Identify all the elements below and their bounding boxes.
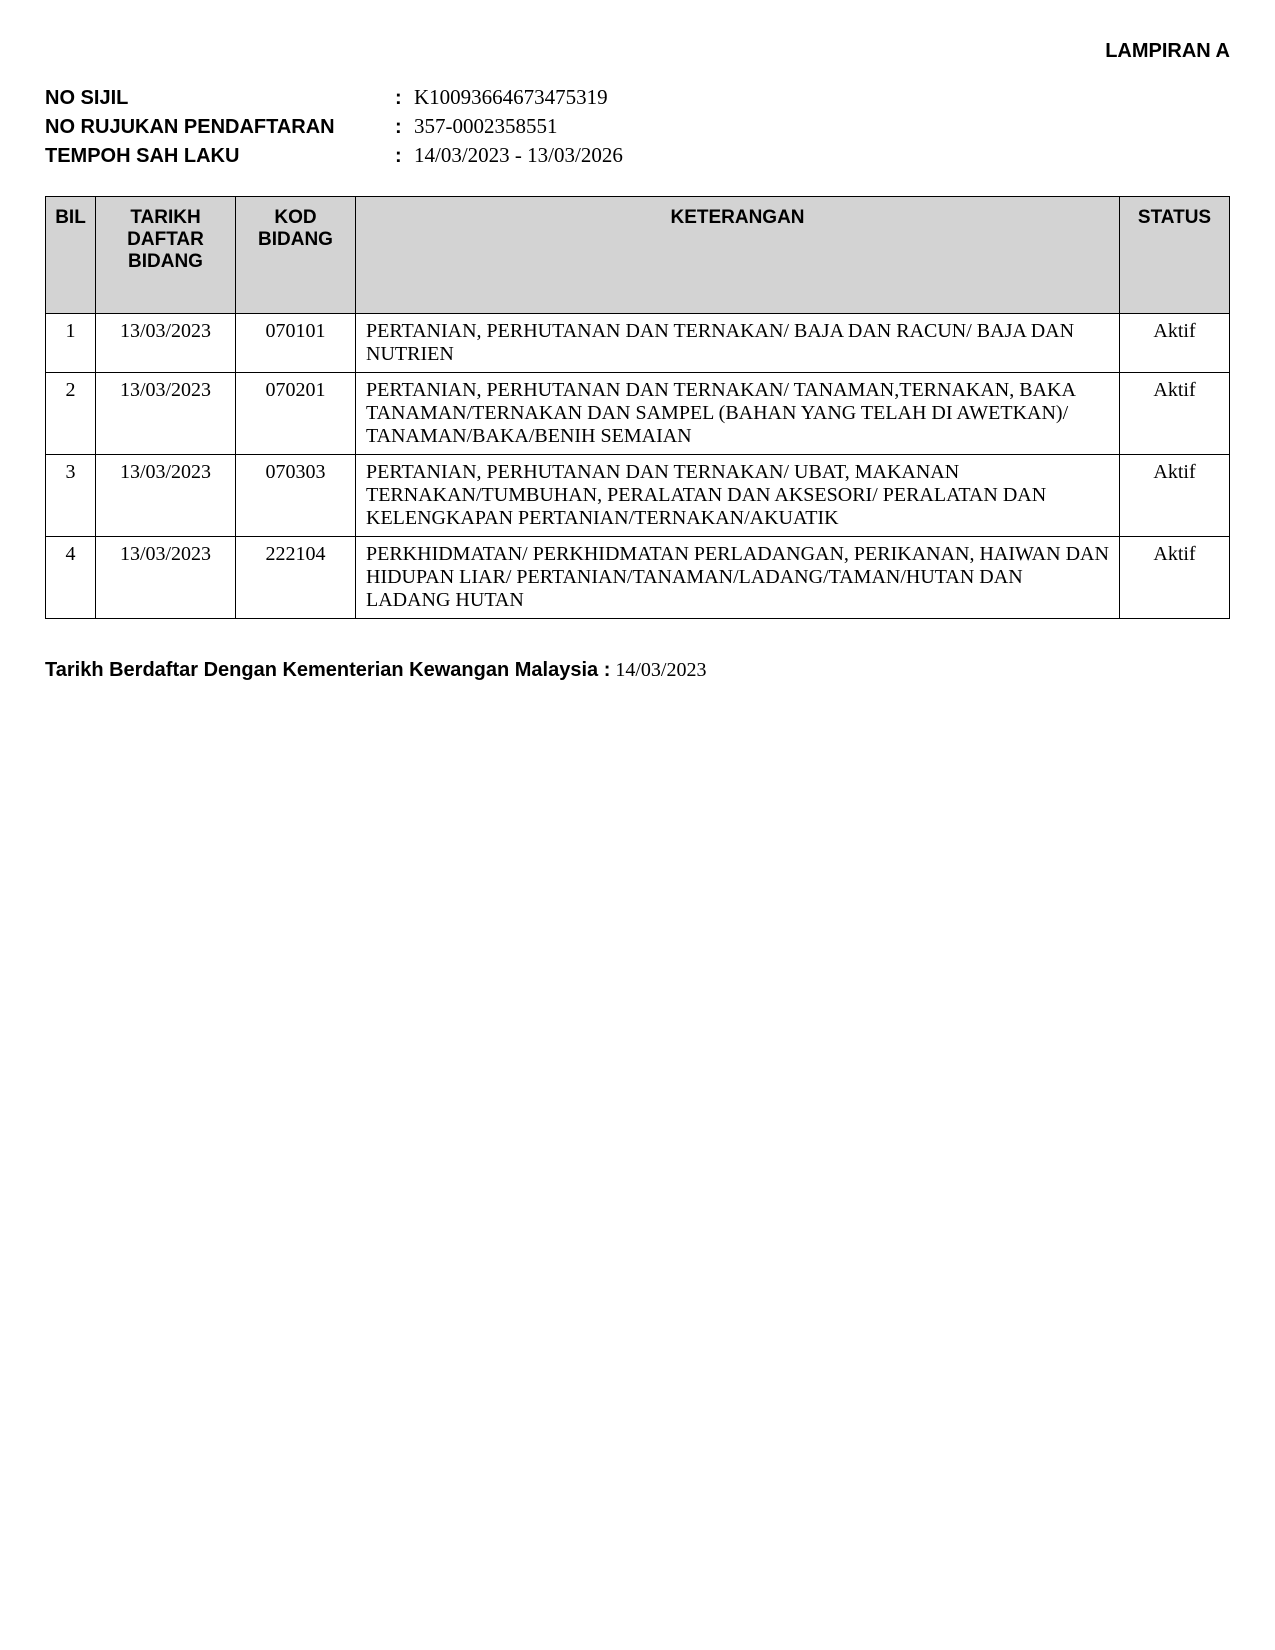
footer-value: 14/03/2023 (615, 659, 706, 681)
no-rujukan-label: NO RUJUKAN PENDAFTARAN (45, 116, 395, 139)
footer-label: Tarikh Berdaftar Dengan Kementerian Kewa… (45, 659, 610, 681)
cell-tarikh: 13/03/2023 (96, 537, 236, 619)
info-block: NO SIJIL : K10093664673475319 NO RUJUKAN… (45, 85, 1230, 168)
cell-keterangan: PERTANIAN, PERHUTANAN DAN TERNAKAN/ UBAT… (356, 455, 1120, 537)
th-keterangan: KETERANGAN (356, 197, 1120, 314)
th-kod: KOD BIDANG (236, 197, 356, 314)
no-sijil-value: K10093664673475319 (410, 85, 608, 110)
table-row: 1 13/03/2023 070101 PERTANIAN, PERHUTANA… (46, 314, 1230, 373)
cell-keterangan: PERKHIDMATAN/ PERKHIDMATAN PERLADANGAN, … (356, 537, 1120, 619)
tempoh-value: 14/03/2023 - 13/03/2026 (410, 143, 623, 168)
footer-line: Tarikh Berdaftar Dengan Kementerian Kewa… (45, 659, 1230, 682)
cell-bil: 4 (46, 537, 96, 619)
cell-kod: 222104 (236, 537, 356, 619)
colon: : (395, 87, 410, 110)
info-row-no-rujukan: NO RUJUKAN PENDAFTARAN : 357-0002358551 (45, 114, 1230, 139)
cell-status: Aktif (1120, 455, 1230, 537)
cell-status: Aktif (1120, 314, 1230, 373)
colon: : (395, 145, 410, 168)
th-tarikh: TARIKH DAFTAR BIDANG (96, 197, 236, 314)
cell-tarikh: 13/03/2023 (96, 314, 236, 373)
cell-kod: 070101 (236, 314, 356, 373)
cell-status: Aktif (1120, 537, 1230, 619)
table-header-row: BIL TARIKH DAFTAR BIDANG KOD BIDANG KETE… (46, 197, 1230, 314)
cell-keterangan: PERTANIAN, PERHUTANAN DAN TERNAKAN/ BAJA… (356, 314, 1120, 373)
table-row: 2 13/03/2023 070201 PERTANIAN, PERHUTANA… (46, 373, 1230, 455)
cell-status: Aktif (1120, 373, 1230, 455)
th-bil: BIL (46, 197, 96, 314)
cell-bil: 1 (46, 314, 96, 373)
cell-keterangan: PERTANIAN, PERHUTANAN DAN TERNAKAN/ TANA… (356, 373, 1120, 455)
cell-tarikh: 13/03/2023 (96, 455, 236, 537)
appendix-label: LAMPIRAN A (45, 40, 1230, 63)
cell-kod: 070303 (236, 455, 356, 537)
cell-bil: 3 (46, 455, 96, 537)
no-sijil-label: NO SIJIL (45, 87, 395, 110)
table-row: 3 13/03/2023 070303 PERTANIAN, PERHUTANA… (46, 455, 1230, 537)
cell-bil: 2 (46, 373, 96, 455)
tempoh-label: TEMPOH SAH LAKU (45, 145, 395, 168)
colon: : (395, 116, 410, 139)
th-status: STATUS (1120, 197, 1230, 314)
bidang-table: BIL TARIKH DAFTAR BIDANG KOD BIDANG KETE… (45, 196, 1230, 619)
cell-kod: 070201 (236, 373, 356, 455)
info-row-tempoh: TEMPOH SAH LAKU : 14/03/2023 - 13/03/202… (45, 143, 1230, 168)
no-rujukan-value: 357-0002358551 (410, 114, 558, 139)
cell-tarikh: 13/03/2023 (96, 373, 236, 455)
info-row-no-sijil: NO SIJIL : K10093664673475319 (45, 85, 1230, 110)
table-row: 4 13/03/2023 222104 PERKHIDMATAN/ PERKHI… (46, 537, 1230, 619)
